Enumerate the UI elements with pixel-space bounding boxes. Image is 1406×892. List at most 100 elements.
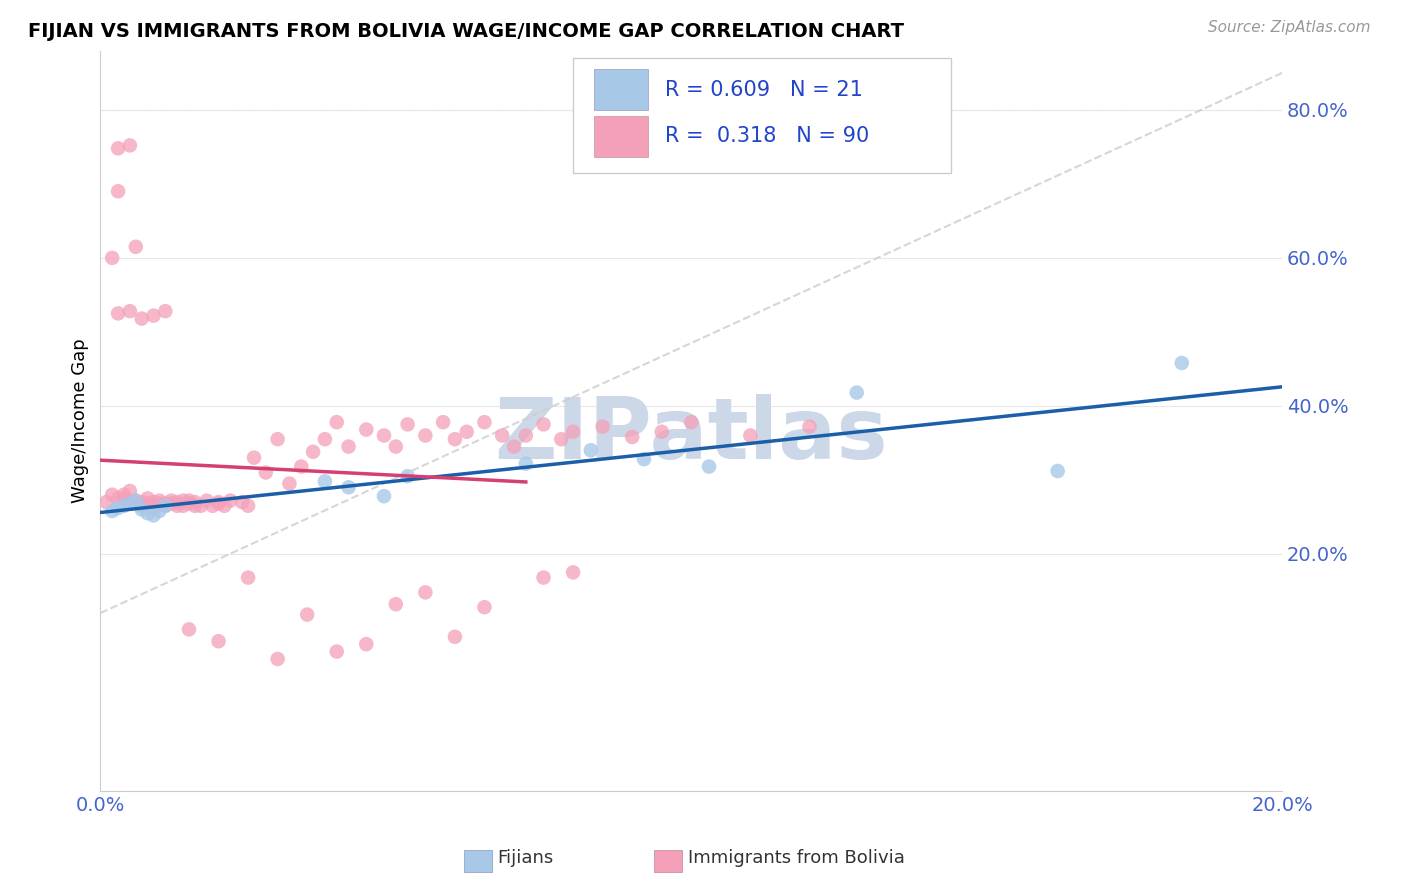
Point [740,428,762,442]
Point [195,493,218,508]
Point [515,457,537,471]
Point [325,644,347,658]
Point [142,495,165,509]
Point [243,450,266,465]
Point [1171,356,1194,370]
Point [236,571,259,585]
Text: Immigrants from Bolivia: Immigrants from Bolivia [688,849,904,867]
Point [373,489,395,503]
Point [325,415,347,429]
Point [107,501,129,516]
Point [533,417,555,432]
Point [118,497,141,511]
Point [118,304,141,318]
Point [207,634,229,648]
Point [681,415,703,429]
Point [562,425,585,439]
Point [155,304,177,318]
Point [503,440,526,454]
Point [136,497,159,511]
Point [142,501,165,516]
Point [131,502,153,516]
Text: Fijians: Fijians [498,849,554,867]
Point [266,432,288,446]
Point [290,459,312,474]
Point [131,311,153,326]
Point [697,459,720,474]
Text: ZIPatlas: ZIPatlas [495,394,889,477]
Point [295,607,318,622]
Point [190,499,212,513]
FancyBboxPatch shape [574,58,952,173]
Point [160,493,183,508]
Point [148,504,170,518]
Point [550,432,572,446]
Point [219,493,242,508]
Point [112,488,135,502]
Point [651,425,673,439]
Point [118,138,141,153]
Point [236,499,259,513]
Point [201,499,224,513]
Point [302,444,325,458]
Point [177,497,200,511]
Point [633,452,655,467]
Point [112,499,135,513]
Point [231,495,253,509]
Point [562,566,585,580]
Point [415,428,437,442]
Point [396,469,419,483]
Point [142,508,165,523]
Point [125,493,148,508]
Point [845,385,868,400]
Point [214,499,236,513]
Point [131,499,153,513]
Point [207,495,229,509]
Point [456,425,478,439]
Point [337,440,360,454]
Point [112,491,135,506]
Point [491,428,513,442]
Point [118,497,141,511]
Point [155,499,177,513]
Point [101,488,124,502]
Point [184,499,207,513]
Point [266,652,288,666]
Point [177,623,200,637]
Point [136,491,159,506]
Point [444,630,467,644]
Point [278,476,301,491]
Point [172,493,194,508]
Point [356,637,378,651]
Point [107,184,129,198]
Point [184,495,207,509]
Text: FIJIAN VS IMMIGRANTS FROM BOLIVIA WAGE/INCOME GAP CORRELATION CHART: FIJIAN VS IMMIGRANTS FROM BOLIVIA WAGE/I… [28,22,904,41]
Point [107,491,129,506]
Point [337,480,360,494]
Point [533,571,555,585]
Point [101,251,124,265]
Point [356,423,378,437]
Point [160,497,183,511]
Point [107,306,129,320]
Point [415,585,437,599]
Point [107,141,129,155]
Point [148,493,170,508]
Point [131,495,153,509]
Point [142,309,165,323]
Text: R =  0.318   N = 90: R = 0.318 N = 90 [665,126,869,146]
Point [432,415,454,429]
Point [254,466,277,480]
FancyBboxPatch shape [595,116,648,156]
Point [125,240,148,254]
Point [396,417,419,432]
Point [314,432,336,446]
Point [474,600,496,615]
Point [385,597,408,611]
Point [101,504,124,518]
Point [96,495,118,509]
Text: R = 0.609   N = 21: R = 0.609 N = 21 [665,79,863,100]
Point [148,497,170,511]
Point [177,493,200,508]
Point [166,495,188,509]
